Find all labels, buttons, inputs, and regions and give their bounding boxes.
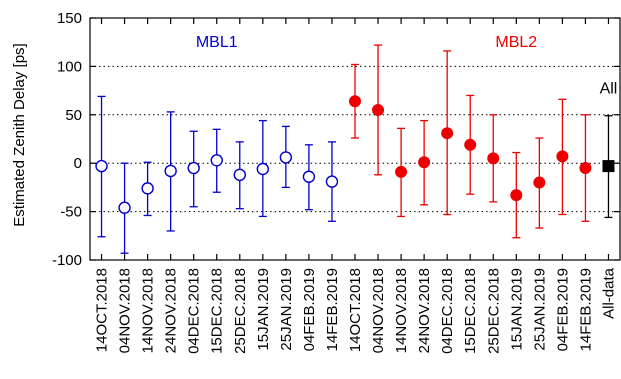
data-point-mbl1 [187,161,200,175]
series-label-all: All [600,81,618,98]
x-tick-label: 04FEB.2019 [554,268,571,351]
x-tick-label: 04DEC.2018 [439,268,456,354]
x-tick-label: 14OCT.2018 [94,268,111,352]
y-tick-label: -50 [60,204,82,221]
data-point-mbl2 [441,127,454,140]
x-tick-label: 25JAN.2019 [278,268,295,351]
x-tick-label: 24NOV.2018 [163,268,180,353]
plot-frame [89,17,621,261]
y-tick-label: 100 [57,58,82,75]
data-series [95,44,615,254]
data-point-mbl2 [510,189,523,202]
data-point-mbl1 [325,175,339,188]
x-tick-label: 14NOV.2018 [393,268,410,353]
data-point-mbl2 [349,95,361,108]
gridlines [90,65,620,213]
x-tick-label: 25JAN.2019 [531,268,548,351]
data-point-mbl1 [141,182,154,195]
y-axis-label: Estimated Zenith Delay [ps] [11,43,28,226]
series-label-mbl2: MBL2 [495,34,537,51]
y-tick-label: 150 [57,10,82,27]
x-tick-label: 15DEC.2018 [209,268,226,354]
x-tick-label: 25DEC.2018 [485,268,502,354]
x-tick-label: 15DEC.2018 [462,268,479,354]
x-tick-label: 04DEC.2018 [186,268,203,354]
x-tick-label: 14FEB.2019 [577,268,594,351]
data-point-mbl1 [164,164,177,178]
series-label-mbl1: MBL1 [196,34,238,51]
x-tick-label: 04NOV.2018 [370,268,387,353]
x-tick-label: 25DEC.2018 [232,268,249,354]
data-point-mbl2 [395,165,408,178]
data-point-mbl1 [256,162,270,176]
axes: -100 -50 0 50 100 150 14OCT.2018 04NOV.2018 14NO… [52,10,620,354]
x-tick-label: 15JAN.2019 [508,268,525,351]
data-point-all [602,160,615,173]
y-tick-label: 50 [65,107,82,124]
x-tick-label: 15JAN.2019 [255,268,272,351]
x-tick-label: All-data [600,267,617,319]
data-point-mbl2 [372,103,385,116]
data-point-mbl1 [118,201,131,214]
x-tick-label: 04NOV.2018 [117,268,134,353]
x-tick-label: 04FEB.2019 [301,268,318,351]
data-point-mbl2 [533,176,546,189]
y-tick-label: 0 [74,155,82,172]
data-point-mbl2 [487,152,500,165]
x-tick-label: 14FEB.2019 [324,268,341,351]
data-point-mbl1 [279,151,293,164]
data-point-mbl2 [556,150,569,163]
y-tick-label: -100 [52,252,82,269]
data-point-mbl1 [210,154,223,167]
x-tick-label: 14NOV.2018 [140,268,157,353]
data-point-mbl1 [95,159,108,173]
data-point-mbl2 [464,138,477,151]
data-point-mbl1 [302,170,316,183]
data-point-mbl2 [418,156,431,169]
x-tick-label: 14OCT.2018 [347,268,364,352]
data-point-mbl1 [233,168,246,182]
x-tick-label: 24NOV.2018 [416,268,433,353]
data-point-mbl2 [579,162,592,175]
